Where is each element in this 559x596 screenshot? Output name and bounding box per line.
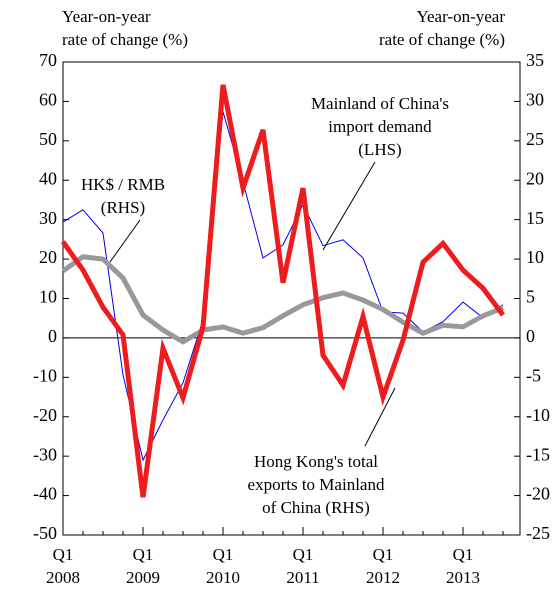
y-tick-label: -30 bbox=[33, 444, 57, 464]
y-tick-label: 20 bbox=[39, 247, 57, 267]
y-tick-label: 60 bbox=[39, 90, 57, 110]
y2-tick-label: 0 bbox=[526, 326, 535, 346]
y-axis-label: Year-on-year rate of change (%) bbox=[62, 7, 189, 49]
line-series bbox=[61, 254, 504, 345]
x-tick-label: Q1 2011 bbox=[286, 545, 320, 587]
series-label: Mainland of China's import demand (LHS) bbox=[310, 94, 450, 159]
y2-tick-label: -20 bbox=[526, 484, 550, 504]
y-tick-label: -10 bbox=[33, 365, 57, 385]
y-tick-label: -40 bbox=[33, 484, 57, 504]
y2-tick-label: 30 bbox=[526, 90, 544, 110]
line-series bbox=[60, 84, 506, 498]
y2-tick-label: 35 bbox=[526, 50, 544, 70]
y2-tick-label: 15 bbox=[526, 208, 544, 228]
y2-tick-label: -25 bbox=[526, 523, 550, 543]
y-tick-label: 0 bbox=[48, 326, 57, 346]
leader-line bbox=[322, 161, 376, 251]
x-tick-label: Q1 2010 bbox=[206, 545, 240, 587]
y-tick-label: -20 bbox=[33, 405, 57, 425]
leader-line bbox=[109, 219, 141, 263]
y-tick-label: 40 bbox=[39, 168, 57, 188]
y-tick-label: 70 bbox=[39, 50, 57, 70]
series-label: Hong Kong's total exports to Mainland of… bbox=[247, 452, 385, 517]
y2-axis-label: Year-on-year rate of change (%) bbox=[378, 7, 505, 49]
y-tick-label: 10 bbox=[39, 287, 57, 307]
y2-tick-label: 25 bbox=[526, 129, 544, 149]
y2-tick-label: -5 bbox=[526, 365, 541, 385]
x-tick-label: Q1 2013 bbox=[446, 545, 480, 587]
y2-tick-label: 20 bbox=[526, 168, 544, 188]
y-tick-label: 30 bbox=[39, 208, 57, 228]
y2-tick-label: -15 bbox=[526, 444, 550, 464]
y2-tick-label: 10 bbox=[526, 247, 544, 267]
x-tick-label: Q1 2008 bbox=[46, 545, 80, 587]
series-label: HK$ / RMB (RHS) bbox=[80, 175, 166, 217]
x-tick-label: Q1 2009 bbox=[126, 545, 160, 587]
y-tick-label: 50 bbox=[39, 129, 57, 149]
y2-tick-label: -10 bbox=[526, 405, 550, 425]
y2-tick-label: 5 bbox=[526, 287, 535, 307]
x-tick-label: Q1 2012 bbox=[366, 545, 400, 587]
leader-line bbox=[364, 387, 396, 447]
y-tick-label: -50 bbox=[33, 523, 57, 543]
